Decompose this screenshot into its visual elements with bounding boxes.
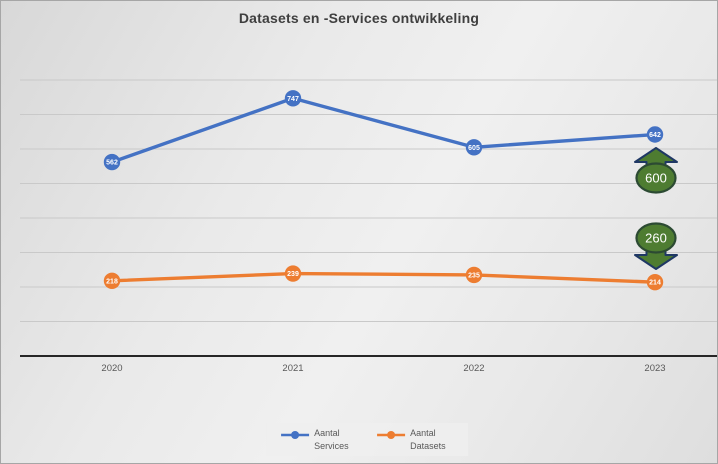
annotation-label-260: 260 <box>645 231 667 246</box>
data-label-s1-2022: 235 <box>468 272 480 279</box>
annotation-oval-600 <box>635 162 677 194</box>
legend-label-services: Aantal Services <box>314 427 349 451</box>
x-axis-label-2021: 2021 <box>282 363 303 374</box>
marker-s0-2023 <box>646 126 664 143</box>
data-label-s1-2023: 214 <box>649 280 661 287</box>
marker-s0-2022 <box>465 139 483 156</box>
annotation-label-600: 600 <box>645 171 667 186</box>
marker-s1-2020 <box>103 272 121 289</box>
marker-s0-2021 <box>284 90 302 107</box>
series-line-1 <box>110 271 657 284</box>
legend-item-aantal-datasets: Aantal Datasets <box>376 427 454 453</box>
marker-s1-2021 <box>284 265 302 282</box>
series-line-0 <box>110 96 657 164</box>
legend-marker-services-icon <box>281 430 310 439</box>
legend: Aantal Services Aantal Datasets <box>266 422 469 456</box>
marker-s1-2022 <box>465 266 483 284</box>
x-axis-label-2022: 2022 <box>463 363 484 374</box>
legend-item-aantal-services: Aantal Services <box>280 427 358 453</box>
annotation-oval-260 <box>635 222 677 254</box>
legend-marker-datasets-icon <box>377 430 406 439</box>
legend-label-datasets: Aantal Datasets <box>410 427 446 451</box>
x-axis-label-2020: 2020 <box>101 363 122 374</box>
marker-s0-2020 <box>103 153 121 171</box>
data-label-s0-2023: 642 <box>649 132 661 139</box>
data-label-s1-2021: 239 <box>287 271 299 278</box>
data-label-s1-2020: 218 <box>106 278 118 285</box>
chart-title: Datasets en -Services ontwikkeling <box>238 10 480 26</box>
data-label-s0-2021: 747 <box>287 96 299 103</box>
marker-s1-2023 <box>646 273 664 291</box>
data-label-s0-2020: 562 <box>106 160 118 167</box>
x-axis-label-2023: 2023 <box>644 363 665 374</box>
data-label-s0-2022: 605 <box>468 145 480 152</box>
